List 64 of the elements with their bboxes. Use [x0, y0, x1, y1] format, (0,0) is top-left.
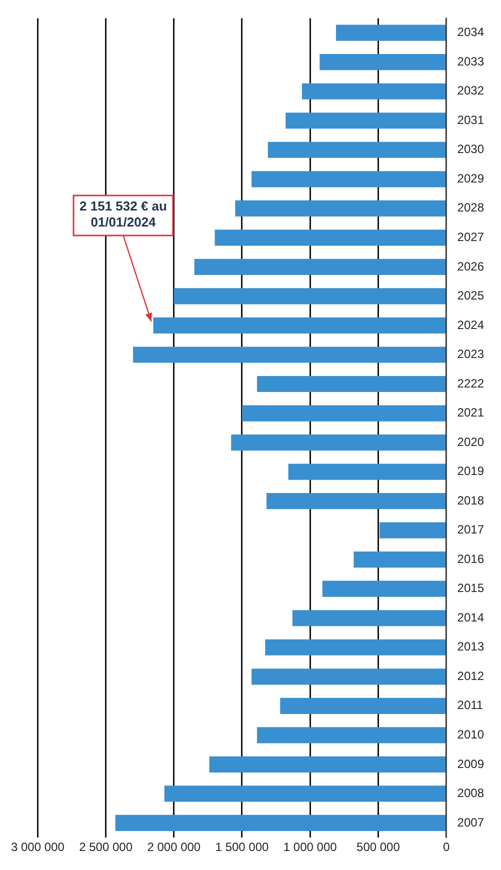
y-tick-label: 2028 — [457, 200, 484, 215]
y-tick-label: 2015 — [457, 581, 484, 596]
y-tick-label: 2023 — [457, 347, 484, 362]
y-tick-label: 2013 — [457, 640, 484, 654]
y-tick-label: 2021 — [457, 406, 484, 420]
y-tick-label: 2010 — [457, 727, 484, 742]
bar — [320, 54, 446, 70]
y-tick-label: 2024 — [457, 318, 484, 332]
x-tick-label: 1 500 000 — [215, 840, 270, 854]
y-tick-label: 2020 — [457, 434, 484, 449]
bar — [288, 464, 446, 480]
y-tick-label: 2011 — [457, 698, 484, 712]
bar — [266, 493, 446, 510]
y-tick-label: 2016 — [457, 552, 484, 566]
bar — [256, 376, 446, 392]
bar — [235, 200, 446, 216]
bar — [268, 142, 446, 158]
annotation: 2 151 532 € au 01/01/2024 — [80, 198, 168, 230]
y-tick-label: 2026 — [457, 259, 484, 274]
x-tick-label: 500 000 — [356, 840, 400, 854]
y-tick-label: 2029 — [457, 171, 484, 186]
y-tick-label: 2033 — [457, 54, 484, 68]
bar — [302, 83, 446, 100]
bar — [115, 814, 446, 832]
bar — [354, 552, 446, 568]
x-tick-label: 1 000 000 — [283, 840, 338, 854]
y-tick-label: 2008 — [457, 786, 484, 800]
y-tick-label: 2025 — [457, 288, 484, 303]
bar — [286, 112, 446, 129]
bar — [133, 346, 446, 363]
bar — [322, 580, 446, 597]
y-tick-label: 2007 — [457, 815, 484, 830]
y-tick-label: 2034 — [457, 25, 484, 40]
y-tick-label: 2014 — [457, 610, 484, 624]
bar — [256, 727, 446, 744]
bar — [252, 171, 446, 188]
bar — [280, 698, 446, 714]
bar — [214, 230, 446, 246]
bar — [265, 639, 446, 656]
bar — [252, 668, 446, 685]
bar — [336, 24, 446, 41]
y-tick-label: 2031 — [457, 112, 484, 127]
bar — [242, 405, 446, 422]
x-tick-label: 0 — [442, 840, 450, 854]
y-tick-label: 2222 — [457, 376, 484, 390]
bar — [231, 434, 446, 451]
y-tick-label: 2009 — [457, 756, 484, 771]
x-tick-label: 3 000 000 — [10, 840, 65, 854]
bar — [174, 288, 446, 304]
bar — [194, 258, 446, 275]
bar — [209, 756, 446, 772]
bar — [164, 786, 446, 802]
bar — [380, 522, 446, 538]
y-tick-label: 2032 — [457, 84, 484, 98]
y-tick-label: 2012 — [457, 668, 484, 683]
x-tick-label: 2 500 000 — [79, 840, 133, 854]
y-tick-label: 2030 — [457, 142, 484, 156]
x-tick-label: 2 000 000 — [147, 840, 201, 854]
y-tick-label: 2017 — [457, 522, 484, 537]
y-tick-label: 2027 — [457, 230, 484, 244]
bar — [292, 610, 446, 626]
bar — [153, 317, 446, 334]
y-tick-label: 2018 — [457, 493, 484, 508]
y-tick-label: 2019 — [457, 464, 484, 478]
